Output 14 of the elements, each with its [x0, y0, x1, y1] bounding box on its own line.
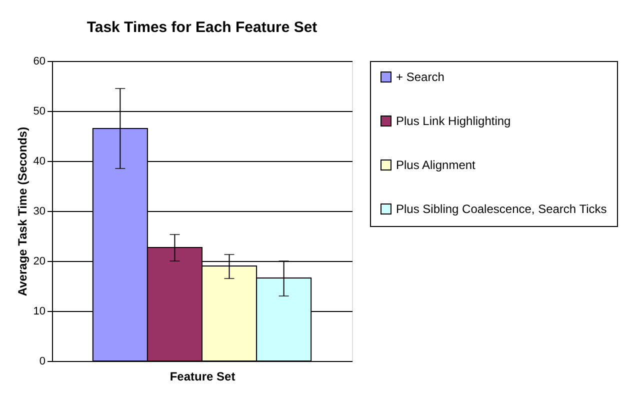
legend-label: Plus Sibling Coalescence, Search Ticks: [396, 202, 607, 216]
legend-label: + Search: [396, 70, 444, 84]
y-tick-label: 0: [39, 356, 46, 368]
y-tick-label: 40: [33, 156, 46, 168]
y-tick-label: 50: [33, 106, 46, 118]
legend-label: Plus Alignment: [396, 158, 476, 172]
x-axis-title: Feature Set: [170, 370, 236, 384]
chart-title: Task Times for Each Feature Set: [86, 19, 318, 36]
y-tick-label: 10: [33, 306, 46, 318]
legend-label: Plus Link Highlighting: [396, 114, 511, 128]
y-axis-title: Average Task Time (Seconds): [15, 126, 30, 296]
y-tick-label: 20: [33, 256, 46, 268]
y-tick-label: 30: [33, 206, 46, 218]
y-tick-label: 60: [33, 56, 46, 68]
